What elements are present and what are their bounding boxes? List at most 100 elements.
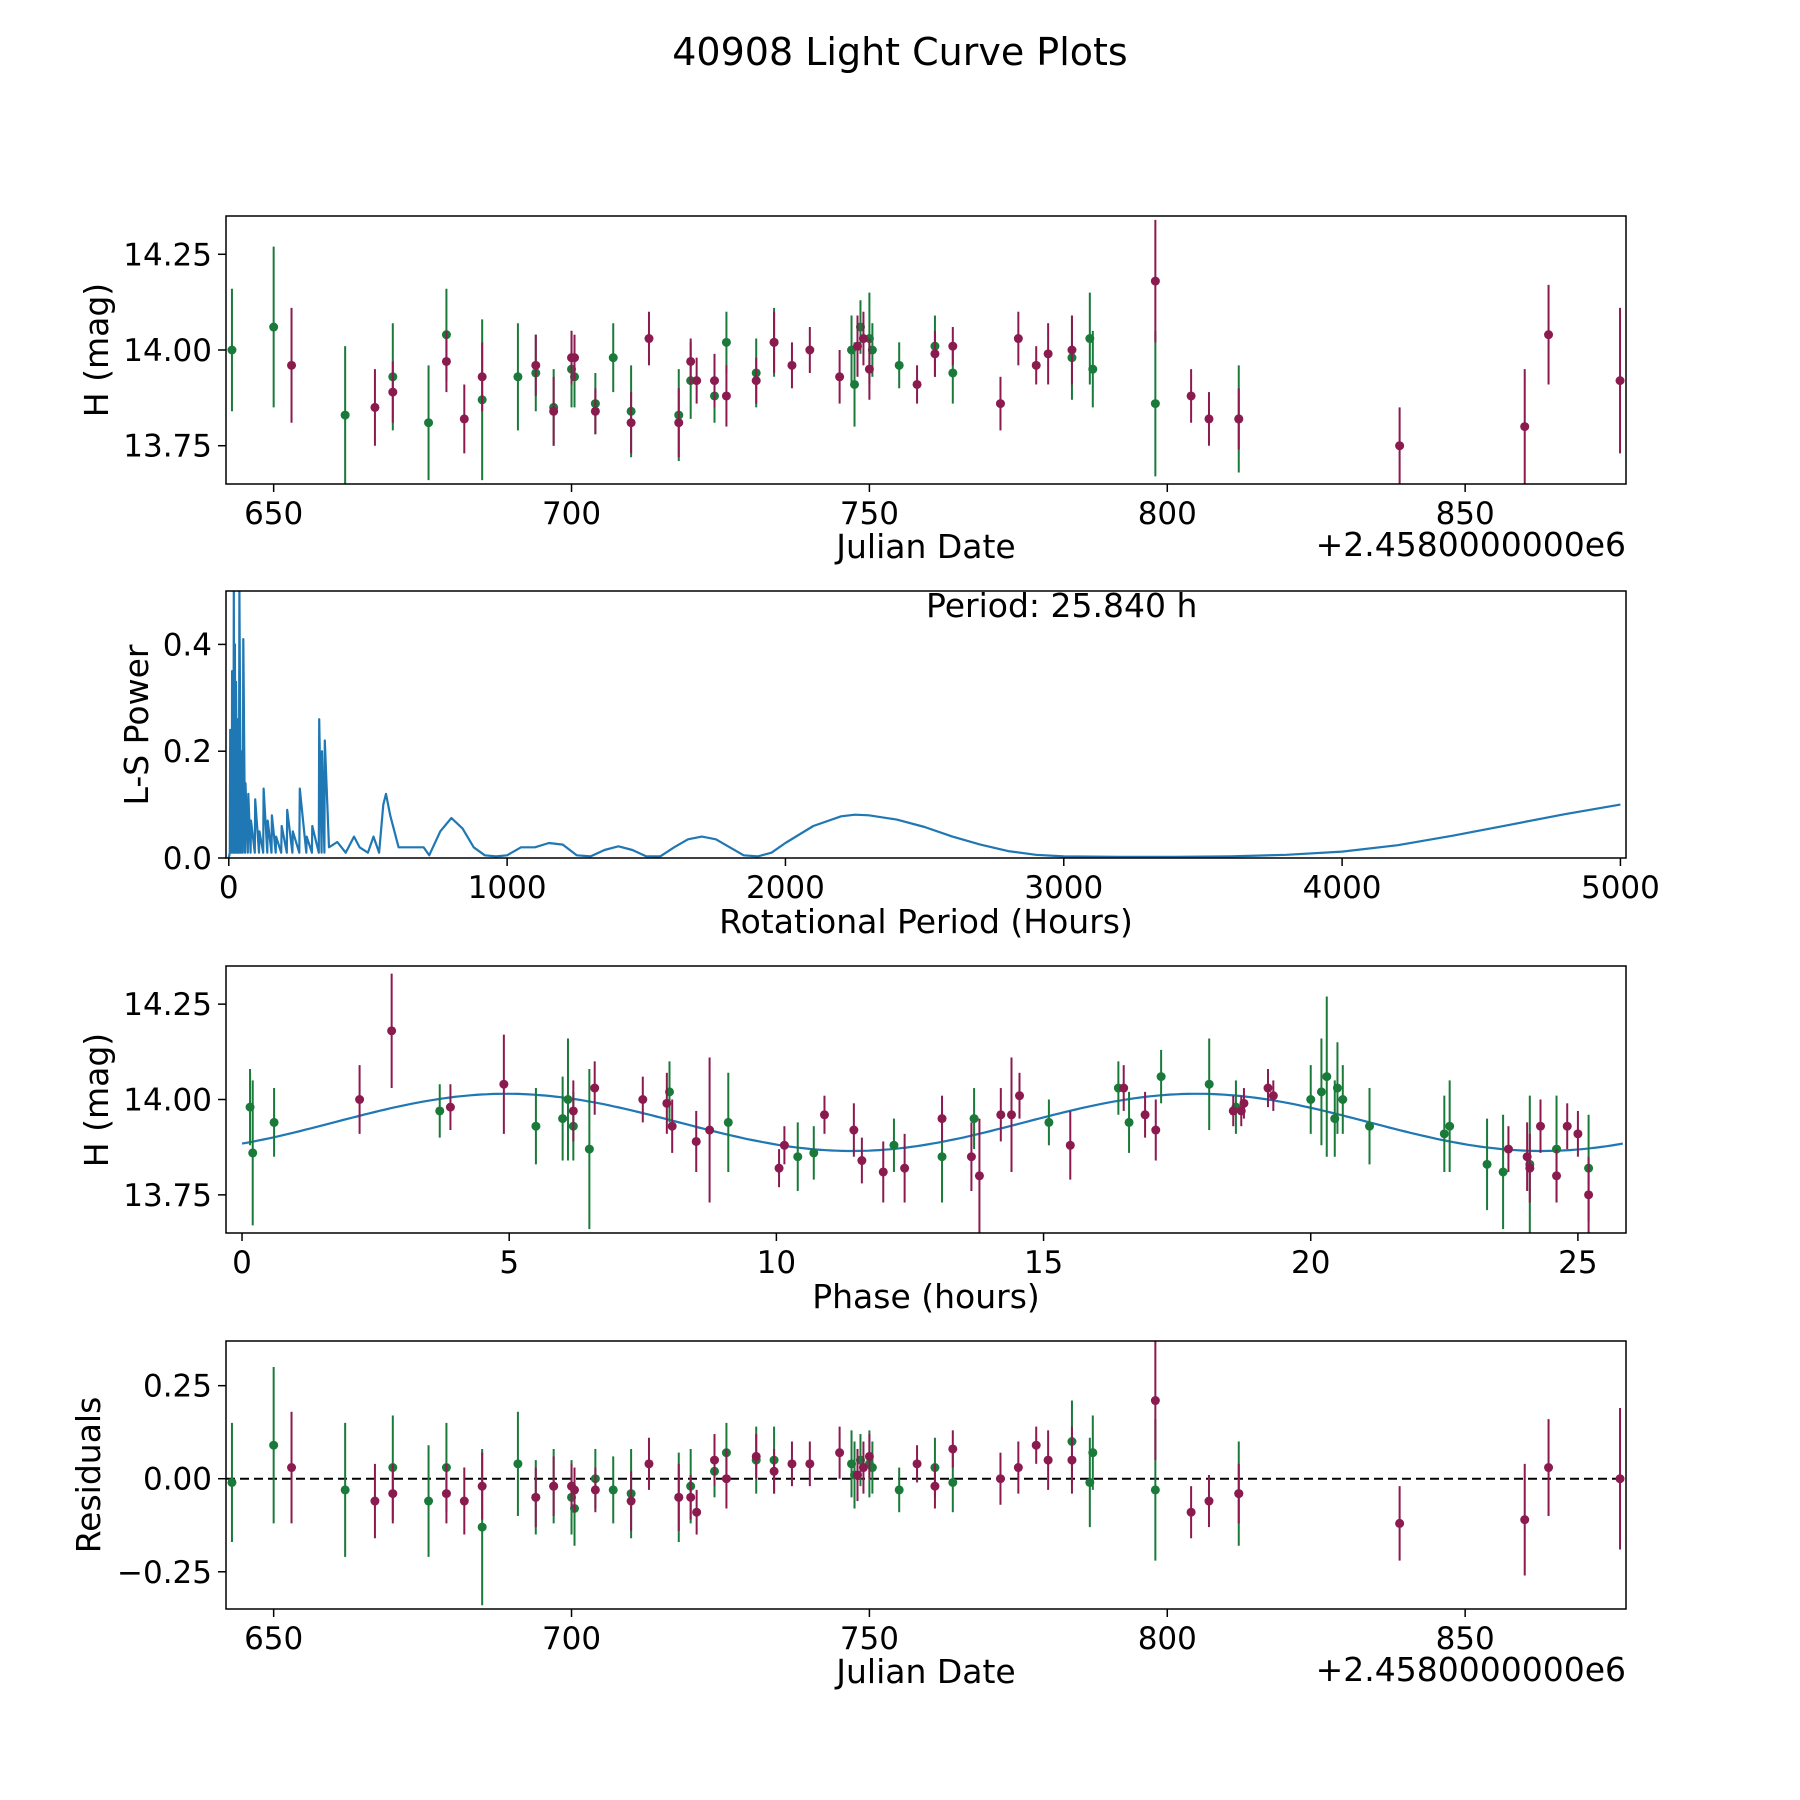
- data-point: [805, 345, 815, 355]
- data-point: [1013, 334, 1023, 344]
- data-point: [459, 414, 469, 424]
- data-point: [1584, 1190, 1594, 1200]
- data-point: [1151, 1125, 1161, 1135]
- phase-fold-ticks: 0 5 10 15 20 25 13.75 14.00 14.25: [123, 987, 1597, 1281]
- data-point: [1520, 422, 1530, 432]
- data-point: [1365, 1121, 1375, 1131]
- data-point: [852, 1470, 862, 1480]
- data-point: [686, 1492, 696, 1502]
- data-point: [441, 356, 451, 366]
- data-point: [269, 1440, 279, 1450]
- x-tick-label: 750: [840, 1621, 899, 1657]
- data-point: [1268, 1091, 1278, 1101]
- data-point: [340, 1485, 350, 1495]
- data-point: [721, 337, 731, 347]
- data-point: [1316, 1087, 1326, 1097]
- residuals-ticks: 650 700 750 800 850 −0.25 0.00 0.25: [117, 1369, 1495, 1657]
- data-point: [779, 1140, 789, 1150]
- data-point: [878, 1167, 888, 1177]
- light-curve-frame: [225, 215, 1627, 485]
- data-point: [644, 1459, 654, 1469]
- data-point: [1088, 1448, 1098, 1458]
- data-point: [1124, 1117, 1134, 1127]
- data-point: [1031, 360, 1041, 370]
- x-tick-label: 800: [1138, 1621, 1197, 1657]
- data-point: [1234, 414, 1244, 424]
- data-point: [692, 1507, 702, 1517]
- y-tick-label: 0.0: [163, 841, 212, 877]
- data-point: [1525, 1163, 1535, 1173]
- data-point: [570, 353, 580, 363]
- data-point: [549, 406, 559, 416]
- residuals-marks: [226, 1341, 1626, 1606]
- residuals-xlabel: Julian Date: [834, 1652, 1016, 1691]
- x-tick-label: 25: [1558, 1245, 1597, 1281]
- data-point: [1536, 1121, 1546, 1131]
- periodogram-frame: [225, 590, 1627, 859]
- data-point: [590, 406, 600, 416]
- y-tick-label: 13.75: [123, 1178, 212, 1214]
- data-point: [849, 1125, 859, 1135]
- residuals-ylabel: Residuals: [69, 1397, 108, 1554]
- data-point: [966, 1152, 976, 1162]
- data-point: [1150, 276, 1160, 286]
- data-point: [269, 1117, 279, 1127]
- data-point: [809, 1148, 819, 1158]
- data-point: [674, 1492, 684, 1502]
- data-point: [1615, 376, 1625, 386]
- data-point: [1013, 1463, 1023, 1473]
- data-point: [1439, 1129, 1449, 1139]
- data-point: [1186, 1507, 1196, 1517]
- data-point: [1186, 391, 1196, 401]
- x-tick-label: 700: [542, 496, 601, 532]
- data-point: [969, 1114, 979, 1124]
- data-point: [793, 1152, 803, 1162]
- data-point: [995, 1474, 1005, 1484]
- data-point: [721, 1474, 731, 1484]
- data-point: [1239, 1098, 1249, 1108]
- data-point: [644, 334, 654, 344]
- x-tick-label: 750: [840, 496, 899, 532]
- phase-fold-marks: [241, 973, 1623, 1233]
- data-point: [948, 341, 958, 351]
- data-point: [1204, 1496, 1214, 1506]
- figure-title: 40908 Light Curve Plots: [672, 30, 1128, 74]
- data-point: [769, 337, 779, 347]
- data-point: [948, 368, 958, 378]
- data-point: [1204, 414, 1214, 424]
- residuals-offset: +2.4580000000e6: [1316, 1650, 1626, 1689]
- data-point: [1520, 1515, 1530, 1525]
- data-point: [662, 1098, 672, 1108]
- periodogram-ylabel: L-S Power: [117, 644, 156, 805]
- data-point: [584, 1144, 594, 1154]
- data-point: [531, 1121, 541, 1131]
- data-point: [769, 1466, 779, 1476]
- data-point: [590, 1083, 600, 1093]
- data-point: [912, 379, 922, 389]
- data-point: [424, 418, 434, 428]
- data-point: [1338, 1095, 1348, 1104]
- y-tick-label: 0.4: [163, 627, 212, 663]
- data-point: [1503, 1144, 1513, 1154]
- data-point: [1204, 1079, 1214, 1089]
- data-point: [626, 1496, 636, 1506]
- data-point: [937, 1114, 947, 1124]
- data-point: [1150, 1485, 1160, 1495]
- data-point: [1332, 1083, 1342, 1093]
- data-point: [608, 353, 618, 363]
- data-point: [721, 391, 731, 401]
- data-point: [1498, 1167, 1508, 1177]
- data-point: [1228, 1106, 1238, 1116]
- data-point: [1043, 349, 1053, 359]
- data-point: [723, 1117, 733, 1127]
- data-point: [388, 387, 398, 397]
- data-point: [1445, 1121, 1455, 1131]
- data-point: [638, 1095, 648, 1104]
- y-tick-label: 0.00: [143, 1462, 212, 1498]
- y-tick-label: −0.25: [117, 1555, 212, 1591]
- data-point: [570, 1485, 580, 1495]
- data-point: [912, 1459, 922, 1469]
- data-point: [894, 360, 904, 370]
- data-point: [705, 1125, 715, 1135]
